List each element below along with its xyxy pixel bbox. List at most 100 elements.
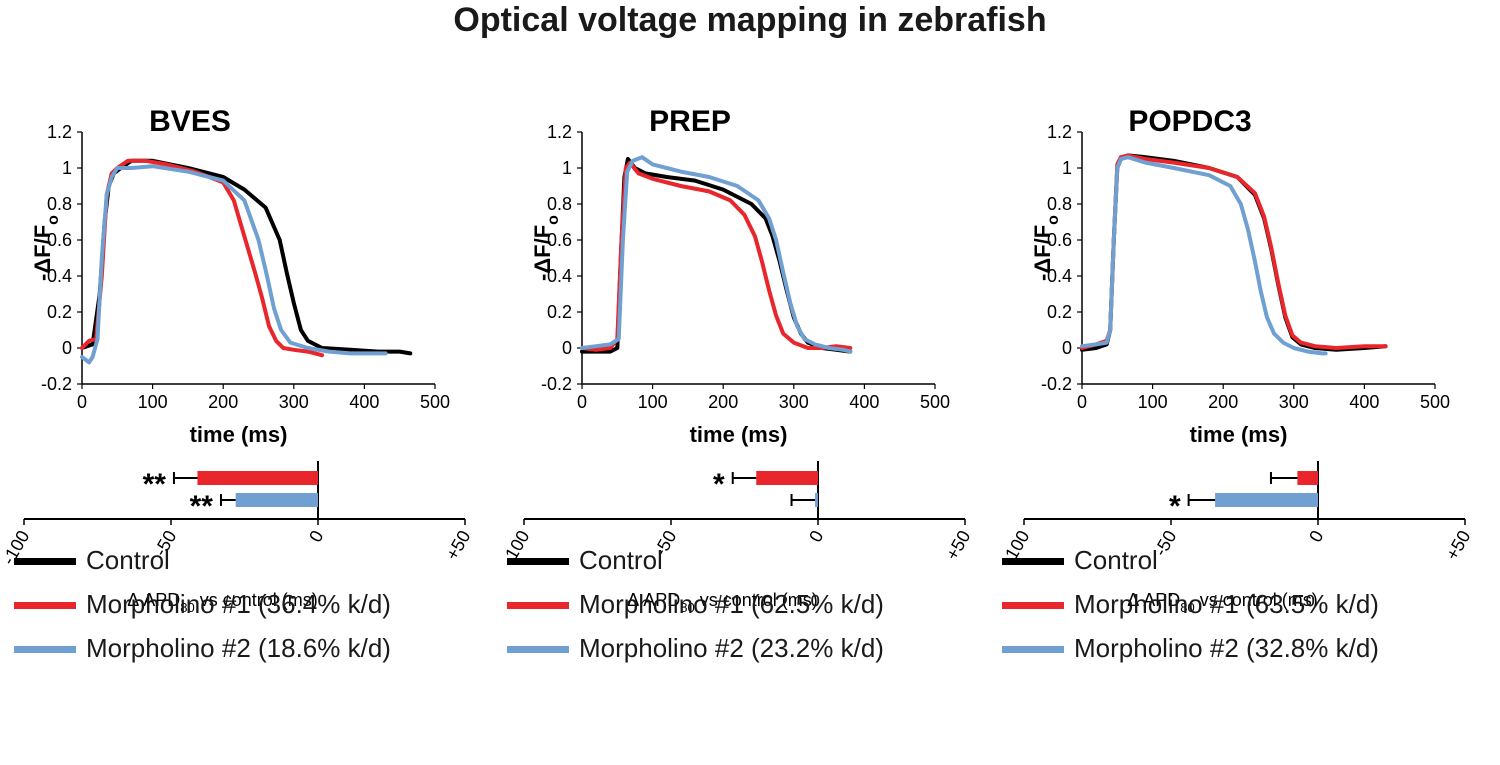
x-tick-label: 500: [420, 392, 450, 412]
x-tick-label: 300: [1279, 392, 1309, 412]
x-tick-label: 100: [138, 392, 168, 412]
legend-label: Morpholino #2 (23.2% k/d): [579, 633, 884, 663]
apd-tick-label: +50: [1442, 527, 1475, 563]
legend-label: Morpholino #1 (62.5% k/d): [579, 589, 884, 619]
y-tick-label: 0.2: [1047, 302, 1072, 322]
y-tick-label: 0.6: [547, 230, 572, 250]
y-tick-label: 1.2: [547, 122, 572, 142]
series-line-2: [80, 158, 324, 358]
y-tick-label: 0.2: [547, 302, 572, 322]
apd-tick-label: +50: [942, 527, 975, 563]
significance-marker: *: [1169, 490, 1181, 523]
series-line-1: [80, 158, 413, 356]
apd-x-axis-label: Δ APD80 vs control (ms): [627, 590, 818, 615]
apd-x-axis-label: Δ APD80 vs control (ms): [1127, 590, 1318, 615]
y-tick-label: 1: [62, 158, 72, 178]
apd-tick-label: +50: [442, 527, 475, 563]
series-line-3: [80, 164, 388, 365]
y-tick-label: 1: [562, 158, 572, 178]
apd-bar-1: [1297, 471, 1318, 485]
series-line-1: [1080, 153, 1388, 352]
x-tick-label: 400: [1349, 392, 1379, 412]
y-axis-label-subscript: o: [45, 215, 62, 225]
y-tick-label: 1.2: [1047, 122, 1072, 142]
legend-swatch: [14, 646, 76, 653]
legend-label: Morpholino #2 (18.6% k/d): [86, 633, 391, 663]
y-tick-label: 0: [62, 338, 72, 358]
y-tick-label: 0.4: [1047, 266, 1072, 286]
legend-swatch: [1002, 558, 1064, 565]
panel-prep: PREP -0.2 0 0.2 0.4 0.6 0.8 1 1.2 0 100 200 300 400 50…: [500, 96, 1000, 765]
apd-label-text: Δ APD: [627, 590, 680, 610]
y-tick-label: 0.6: [47, 230, 72, 250]
trace-chart: BVES-0.200.20.40.60.811.20 100 200 300 400 50…: [30, 105, 450, 447]
y-tick-label: -0.2: [41, 374, 72, 394]
apd-label-subscript: 80: [180, 600, 194, 615]
apd-bar-2: [815, 493, 818, 507]
y-tick-label: 0.6: [1047, 230, 1072, 250]
y-tick-label: 0.2: [47, 302, 72, 322]
apd-x-axis-label: Δ APD80 vs control (ms): [127, 590, 318, 615]
x-tick-label: 300: [279, 392, 309, 412]
significance-marker: **: [143, 468, 167, 501]
significance-marker: **: [190, 490, 214, 523]
x-tick-label: 400: [349, 392, 379, 412]
apd-label-text: vs control (ms): [695, 590, 818, 610]
legend-swatch: [14, 602, 76, 609]
series-line-3: [1080, 155, 1328, 356]
apd-label-text: Δ APD: [1127, 590, 1180, 610]
legend-swatch: [507, 646, 569, 653]
y-tick-label: 0.8: [547, 194, 572, 214]
x-axis-label: time (ms): [190, 422, 288, 447]
apd-bar-2: [235, 493, 318, 507]
y-axis-label-subscript: o: [545, 215, 562, 225]
x-axis-label: time (ms): [690, 422, 788, 447]
y-tick-label: 0.8: [1047, 194, 1072, 214]
apd-label-text: Δ APD: [127, 590, 180, 610]
x-tick-label: 400: [849, 392, 879, 412]
panel-title: POPDC3: [1128, 105, 1251, 138]
panel-popdc3: POPDC3 -0.2 0 0.2 0.4 0.6 0.8 1 1.2 0 100 200 300 400…: [1000, 96, 1500, 765]
legend-swatch: [1002, 646, 1064, 653]
series-line-3: [580, 155, 853, 354]
x-tick-label: 200: [708, 392, 738, 412]
y-tick-label: 0.8: [47, 194, 72, 214]
significance-marker: *: [713, 468, 725, 501]
x-tick-label: 0: [577, 392, 587, 412]
legend-label: Morpholino #2 (32.8% k/d): [1074, 633, 1379, 663]
x-tick-label: 300: [779, 392, 809, 412]
y-tick-label: 0: [1062, 338, 1072, 358]
apd-tick-label: 0: [305, 527, 327, 546]
x-tick-label: 0: [77, 392, 87, 412]
apd-bar-chart: -100 -50 0 +50*Δ APD80 vs control (ms): [1000, 461, 1475, 615]
apd-tick-label: 0: [805, 527, 827, 546]
apd-tick-label: 0: [1305, 527, 1327, 546]
legend-label: Morpholino #1 (63.5% k/d): [1074, 589, 1379, 619]
apd-bar-1: [756, 471, 818, 485]
x-axis-label: time (ms): [1190, 422, 1288, 447]
panel-bves: BVES -0.2 0 0.2 0.4 0.6 0.8 1 1.2 0 100 200 300 400 50…: [0, 96, 500, 765]
y-tick-label: 1.2: [47, 122, 72, 142]
legend-label: Morpholino #1 (36.4% k/d): [86, 589, 391, 619]
x-tick-label: 500: [920, 392, 950, 412]
x-tick-label: 500: [1420, 392, 1450, 412]
y-tick-label: 0: [562, 338, 572, 358]
legend-swatch: [14, 558, 76, 565]
series-line-2: [1080, 153, 1388, 350]
panel-title: BVES: [149, 105, 231, 138]
legend-swatch: [507, 558, 569, 565]
figure-title: Optical voltage mapping in zebrafish: [453, 1, 1047, 39]
apd-label-text: vs control (ms): [195, 590, 318, 610]
y-tick-label: -0.2: [1041, 374, 1072, 394]
legend-label: Control: [86, 545, 170, 575]
legend-swatch: [507, 602, 569, 609]
y-tick-label: -0.2: [541, 374, 572, 394]
x-tick-label: 100: [1138, 392, 1168, 412]
y-tick-label: 1: [1062, 158, 1072, 178]
x-tick-label: 0: [1077, 392, 1087, 412]
apd-bar-1: [197, 471, 318, 485]
y-tick-label: 0.4: [47, 266, 72, 286]
trace-chart: POPDC3-0.200.20.40.60.811.20 100 200 300 400…: [1030, 105, 1450, 447]
apd-label-subscript: 80: [1180, 600, 1194, 615]
y-axis-label-subscript: o: [1045, 215, 1062, 225]
